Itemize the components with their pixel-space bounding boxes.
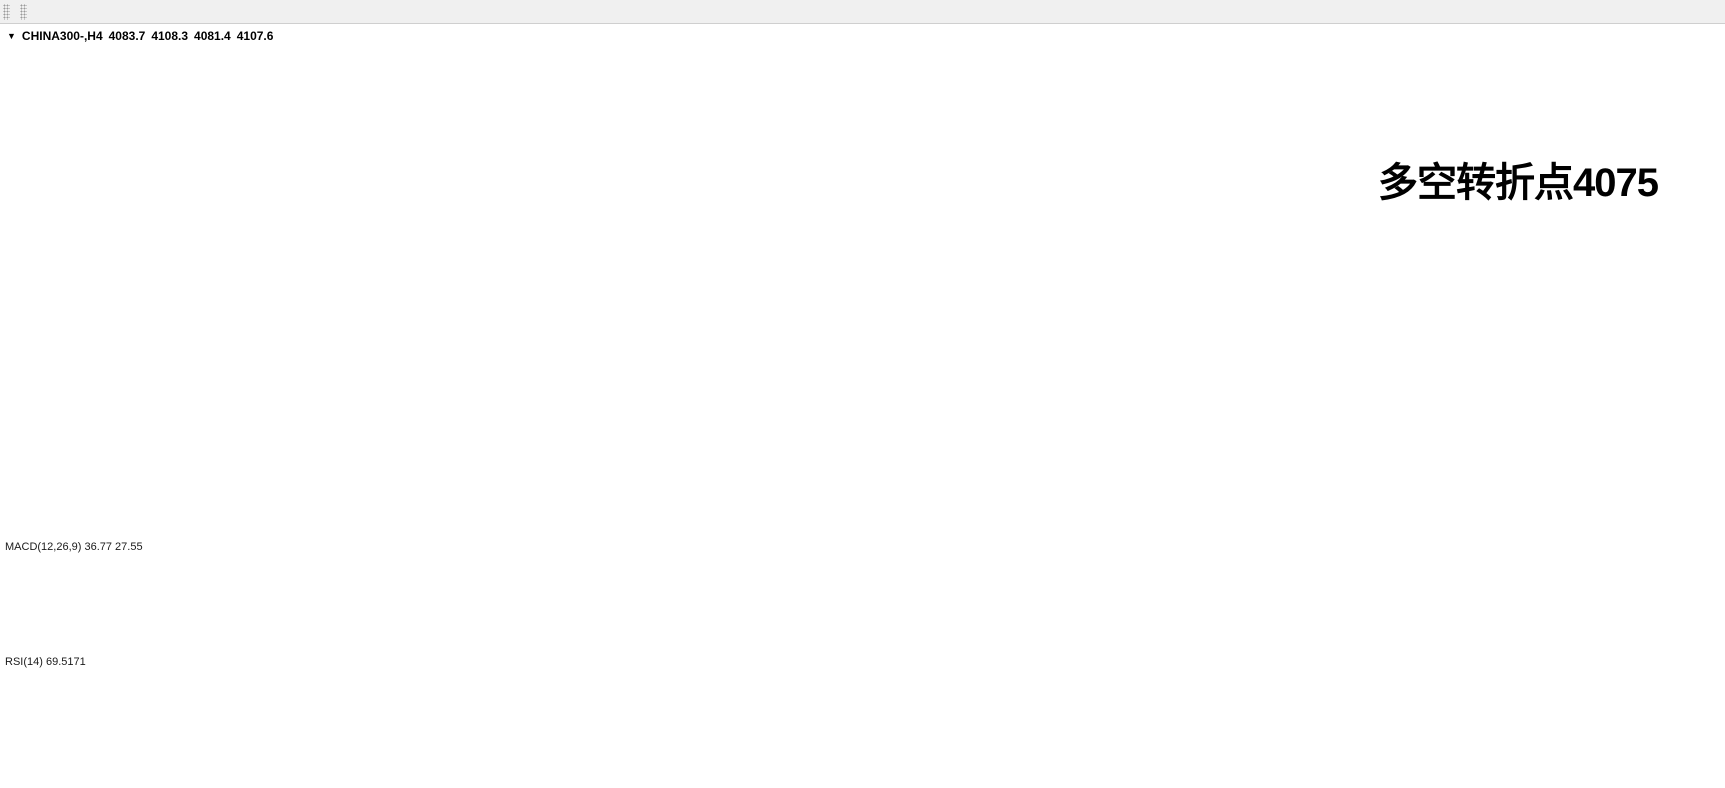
ohlc-open: 4083.7 — [108, 29, 146, 43]
toolbar-grip[interactable] — [3, 3, 10, 20]
bull-bear-turning-point-annotation[interactable]: 多空转折点4075 — [1378, 161, 1659, 205]
toolbar-grip-2[interactable] — [20, 3, 27, 20]
ohlc-close: 4107.6 — [236, 29, 274, 43]
rsi-indicator-label: RSI(14) 69.5171 — [5, 656, 86, 668]
chart-title: ▼ CHINA300-,H4 4083.7 4108.3 4081.4 4107… — [7, 29, 273, 43]
symbol-name: CHINA300-,H4 — [21, 29, 103, 43]
ohlc-high: 4108.3 — [151, 29, 189, 43]
ohlc-low: 4081.4 — [194, 29, 231, 43]
collapse-triangle-icon[interactable]: ▼ — [7, 31, 16, 41]
macd-indicator-label: MACD(12,26,9) 36.77 27.55 — [5, 541, 143, 553]
toolbar — [0, 0, 1725, 24]
